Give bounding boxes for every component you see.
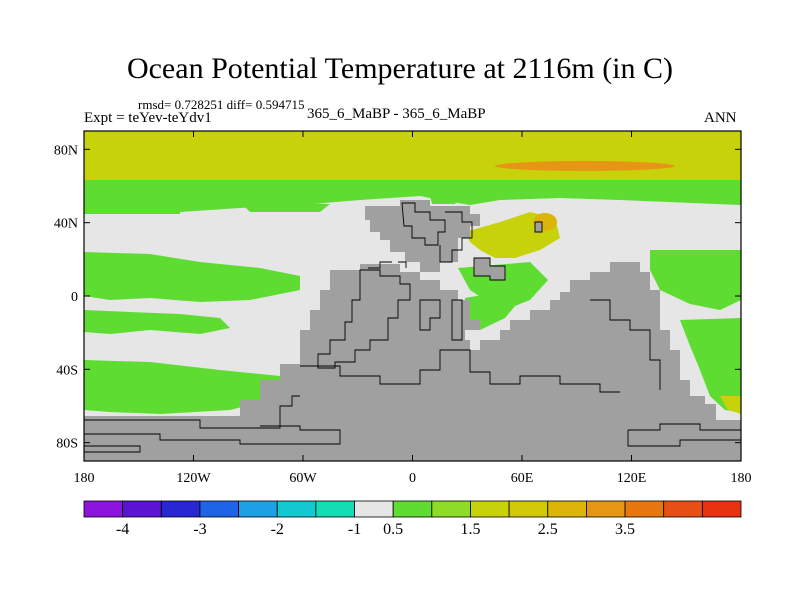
coastline-south-band-1 (84, 425, 341, 445)
lon-tick-label: 120W (176, 471, 211, 486)
lat-tick-label: 0 (71, 290, 78, 305)
coastline-arm (473, 257, 506, 281)
colorbar-swatch (354, 500, 394, 518)
colorbar-label: -3 (193, 521, 206, 538)
colorbar-swatch (160, 500, 201, 518)
map-field (84, 131, 741, 461)
lat-tick-label: 80N (54, 143, 78, 158)
colorbar-swatch (663, 500, 703, 518)
colorbar-swatch (276, 500, 317, 518)
lon-tick-label: 60E (511, 471, 534, 486)
colorbar-label: 2.5 (538, 521, 558, 538)
arctic-orange-streak (495, 161, 675, 171)
stats-text: rmsd= 0.728251 diff= 0.594715 (138, 97, 305, 112)
coastline-east (590, 299, 661, 390)
coastline-south-east (627, 423, 741, 447)
lat-tick-label: 40S (56, 363, 78, 378)
experiment-label: Expt = teYev-teYdv1 (84, 110, 212, 126)
colorbar: -4 -3 -2 -1 0.5 1.5 2.5 3.5 (83, 500, 742, 538)
coastline-africa (451, 299, 463, 341)
land-east-arm (474, 258, 505, 280)
colorbar-swatch (392, 500, 433, 518)
land-south-continent (84, 262, 741, 461)
west-tropical-green (84, 252, 300, 302)
colorbar-label: 3.5 (615, 521, 635, 538)
colorbar-swatch (238, 500, 278, 518)
colorbar-label: -2 (271, 521, 284, 538)
land-small-island (535, 222, 542, 232)
colorbar-label: 1.5 (460, 521, 480, 538)
colorbar-swatch (624, 500, 665, 518)
colorbar-swatch (547, 500, 587, 518)
north-green-patches (84, 196, 460, 214)
colorbar-swatch (122, 500, 162, 518)
axis-ticks: 80N 40N 0 40S 80S 180 120W 60W 0 60E 120E 180 (54, 131, 752, 486)
colorbar-label: 0.5 (383, 521, 403, 538)
lon-tick-label: 180 (74, 471, 95, 486)
colorbar-swatch (586, 500, 626, 518)
coastline-island (534, 221, 543, 233)
colorbar-swatch (431, 500, 471, 518)
land-masses (84, 200, 741, 461)
coastline-south-band-2 (84, 445, 141, 453)
lon-tick-label: 120E (617, 471, 647, 486)
colorbar-swatch (508, 500, 549, 518)
coastline-south-west (84, 395, 300, 429)
lat-tick-label: 40N (54, 217, 78, 232)
east-southern-yellow (720, 396, 741, 414)
colorbar-label: -4 (116, 521, 129, 538)
east-southern-green (680, 318, 741, 412)
coastline-north-small (368, 261, 407, 269)
colorbar-swatch (83, 500, 124, 518)
lon-tick-label: 180 (731, 471, 752, 486)
west-subtropical-green (84, 310, 230, 334)
coastline-equatorial (317, 269, 411, 369)
coastlines (84, 202, 741, 453)
coastline-north-east (439, 211, 473, 263)
season-label: ANN (704, 110, 737, 126)
coastline-south-mid (300, 349, 620, 393)
coastline-southern-block (419, 299, 441, 331)
lon-tick-label: 60W (289, 471, 317, 486)
colorbar-swatch (315, 500, 355, 518)
coastline-north (401, 202, 446, 246)
lon-tick-label: 0 (409, 471, 416, 486)
case-label: 365_6_MaBP - 365_6_MaBP (307, 106, 486, 122)
colorbar-swatch (701, 500, 742, 518)
lat-tick-label: 80S (56, 437, 78, 452)
colorbar-swatch (470, 500, 510, 518)
map-title: Ocean Potential Temperature at 2116m (in… (126, 52, 674, 85)
colorbar-label: -1 (348, 521, 361, 538)
east-tropical-green (650, 250, 741, 310)
land-north-continent (365, 200, 480, 272)
colorbar-swatch (199, 500, 239, 518)
